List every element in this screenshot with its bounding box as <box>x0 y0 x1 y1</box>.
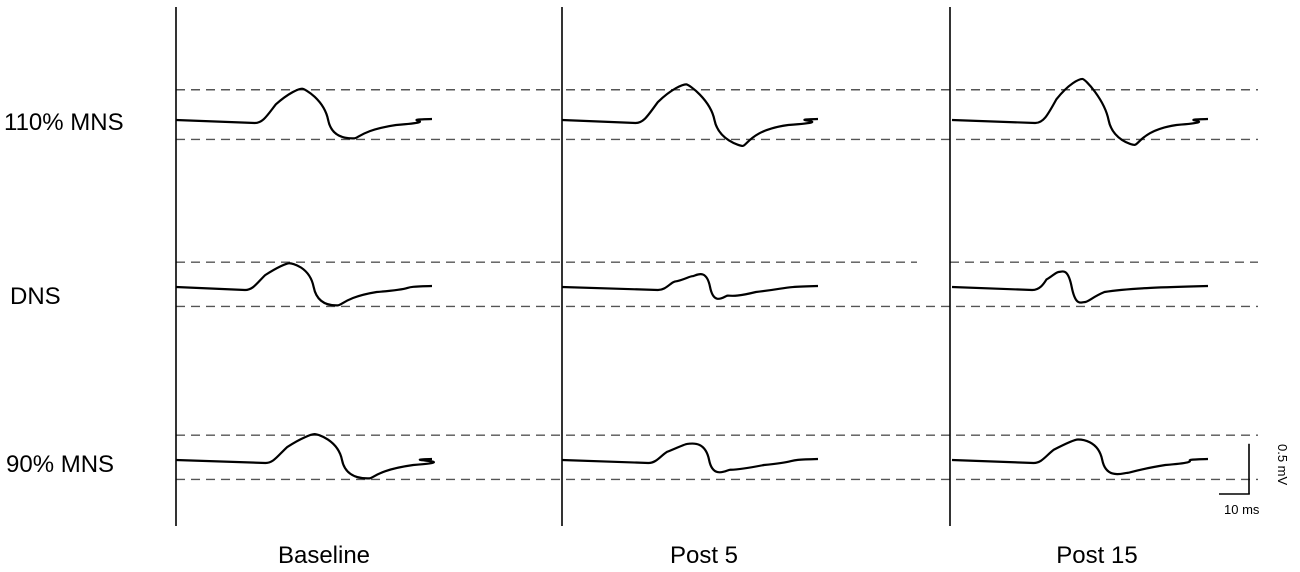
emg-trace-110-mns-post-15 <box>951 77 1209 146</box>
column-axes <box>175 7 951 526</box>
emg-trace-110-mns-post-5 <box>561 83 819 148</box>
emg-trace-dns-post-5 <box>561 273 819 300</box>
row-label-110-mns: 110% MNS <box>4 109 124 136</box>
emg-trace-90-mns-post-5 <box>561 442 819 474</box>
emg-trace-dns-baseline <box>175 262 433 307</box>
scale-bar-time-label: 10 ms <box>1224 502 1260 517</box>
emg-traces <box>175 77 1209 480</box>
emg-trace-dns-post-15 <box>951 270 1209 304</box>
reference-lines <box>176 89 1258 481</box>
emg-trace-90-mns-baseline <box>175 432 436 480</box>
row-label-dns: DNS <box>10 283 61 310</box>
emg-trace-90-mns-post-15 <box>951 438 1209 476</box>
scale-bar: 10 ms 0.5 mV <box>1219 443 1290 517</box>
emg-trace-110-mns-baseline <box>175 87 433 140</box>
row-label-90-mns: 90% MNS <box>6 451 114 478</box>
scale-bar-amplitude-label: 0.5 mV <box>1275 444 1290 486</box>
column-label-baseline: Baseline <box>278 542 370 569</box>
column-label-post-5: Post 5 <box>670 542 738 569</box>
column-label-post-15: Post 15 <box>1056 542 1137 569</box>
